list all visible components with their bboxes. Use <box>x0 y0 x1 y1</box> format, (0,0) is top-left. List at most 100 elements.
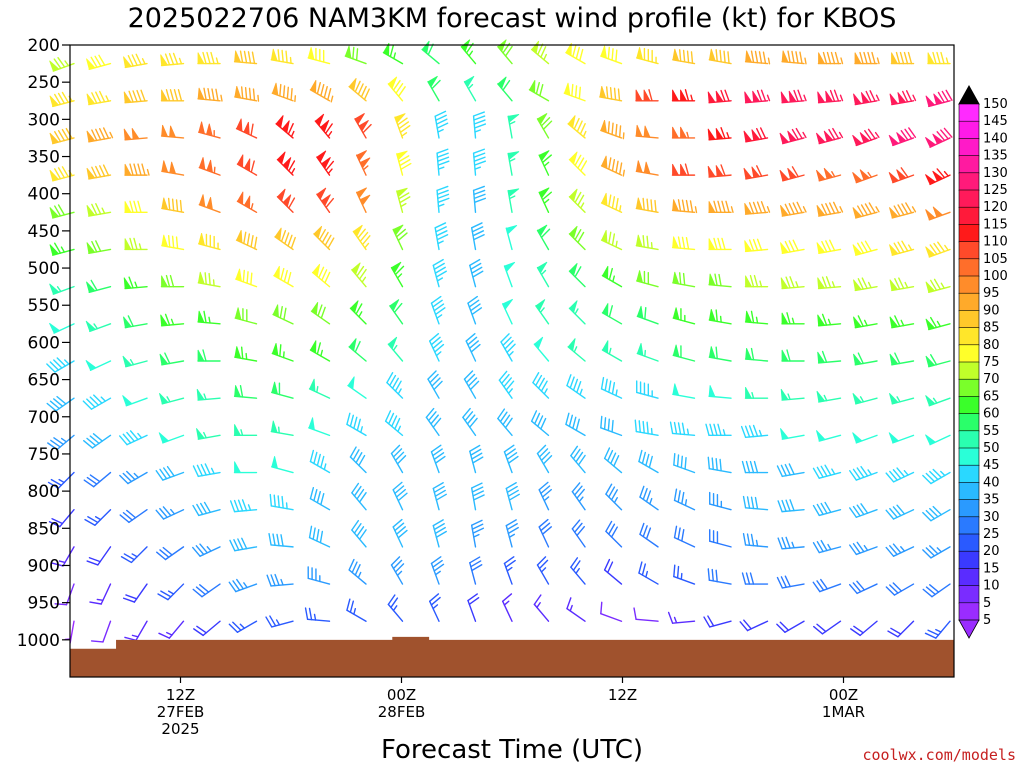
colorbar-swatch <box>958 413 980 432</box>
colorbar-swatch <box>958 516 980 535</box>
wind-barb <box>889 352 915 366</box>
wind-barb <box>196 388 221 401</box>
wind-barb <box>309 449 331 474</box>
wind-barb <box>86 127 114 143</box>
colorbar-label: 55 <box>983 424 1000 439</box>
wind-barb <box>124 237 148 251</box>
wind-barb <box>571 482 586 511</box>
wind-barb <box>635 234 659 251</box>
colorbar-label: 105 <box>983 252 1008 267</box>
wind-barb <box>708 309 732 325</box>
wind-barb <box>535 299 550 325</box>
wind-barb <box>124 163 150 176</box>
wind-barb <box>566 374 586 399</box>
wind-barb <box>49 204 75 219</box>
wind-barb <box>888 432 915 444</box>
wind-barb <box>853 352 878 366</box>
wind-barb <box>497 408 513 437</box>
wind-barb <box>707 568 732 585</box>
wind-barb <box>123 276 148 290</box>
wind-barb <box>817 51 844 65</box>
wind-barb <box>161 160 185 176</box>
wind-barb <box>530 40 550 65</box>
wind-barbs <box>46 39 953 644</box>
wind-barb <box>49 322 75 334</box>
colorbar-label: 85 <box>983 321 1000 336</box>
wind-barb <box>394 113 411 139</box>
wind-barb <box>48 509 75 528</box>
wind-barb <box>235 230 258 251</box>
wind-barb <box>568 151 588 176</box>
wind-barb <box>853 277 878 292</box>
y-tick-label: 700 <box>28 408 60 428</box>
wind-barb <box>816 167 842 182</box>
wind-barb <box>605 483 623 511</box>
wind-barb <box>271 343 294 362</box>
wind-barb <box>777 536 805 550</box>
wind-barb <box>234 85 260 102</box>
wind-barb <box>744 238 769 253</box>
wind-barb <box>633 607 659 622</box>
wind-barb <box>813 620 842 635</box>
wind-barb <box>744 310 769 325</box>
y-tick-label: 950 <box>28 594 60 614</box>
wind-barb <box>853 90 880 106</box>
wind-barb <box>817 350 842 364</box>
wind-barb <box>536 261 550 288</box>
wind-barb <box>86 240 112 254</box>
wind-barb <box>236 154 258 176</box>
wind-barb <box>85 320 112 333</box>
wind-barb <box>233 385 258 399</box>
wind-barb <box>276 188 296 213</box>
wind-barb <box>708 273 732 288</box>
colorbar-swatch <box>958 224 980 243</box>
wind-barb <box>600 45 623 65</box>
wind-barb <box>739 619 769 632</box>
wind-barb <box>120 546 148 564</box>
wind-barb <box>155 506 185 520</box>
wind-barb <box>356 150 371 176</box>
wind-barb <box>925 354 951 368</box>
wind-barb <box>434 110 449 139</box>
wind-barb <box>49 91 75 108</box>
wind-barb <box>197 271 221 288</box>
wind-barb <box>396 187 411 213</box>
colorbar-swatch <box>958 344 980 363</box>
colorbar-label: 150 <box>983 97 1008 112</box>
wind-barb <box>570 557 586 585</box>
wind-barb <box>160 124 185 139</box>
wind-barb <box>817 313 842 327</box>
wind-barb <box>779 127 807 145</box>
colorbar-swatch <box>958 275 980 295</box>
wind-barb <box>346 598 367 622</box>
wind-barb <box>47 434 75 451</box>
wind-barb <box>86 203 112 217</box>
colorbar-swatch <box>958 155 980 174</box>
wind-barb <box>507 113 520 139</box>
wind-barb <box>463 370 480 399</box>
wind-barb <box>743 165 769 180</box>
wind-barb <box>812 501 842 517</box>
wind-barb <box>122 355 148 368</box>
wind-barb <box>703 615 732 628</box>
wind-barb <box>744 89 771 104</box>
wind-barb <box>123 127 148 141</box>
wind-barb <box>158 620 185 639</box>
wind-barb <box>119 509 148 524</box>
wind-barb <box>889 277 915 292</box>
colorbar-label: 100 <box>983 269 1008 284</box>
wind-barb <box>123 89 148 104</box>
wind-barb <box>925 278 951 294</box>
wind-barb <box>848 580 878 595</box>
wind-barb <box>922 468 951 485</box>
x-tick-label: 12Z <box>166 686 195 704</box>
colorbar-label: 80 <box>983 338 1000 353</box>
wind-barb <box>430 556 445 585</box>
colorbar-label: 20 <box>983 544 1000 559</box>
wind-barb <box>673 488 696 511</box>
wind-barb <box>467 295 483 325</box>
wind-barb <box>84 509 112 526</box>
wind-barb <box>191 543 221 557</box>
colorbar-swatch <box>958 430 980 449</box>
wind-barb <box>430 295 446 325</box>
